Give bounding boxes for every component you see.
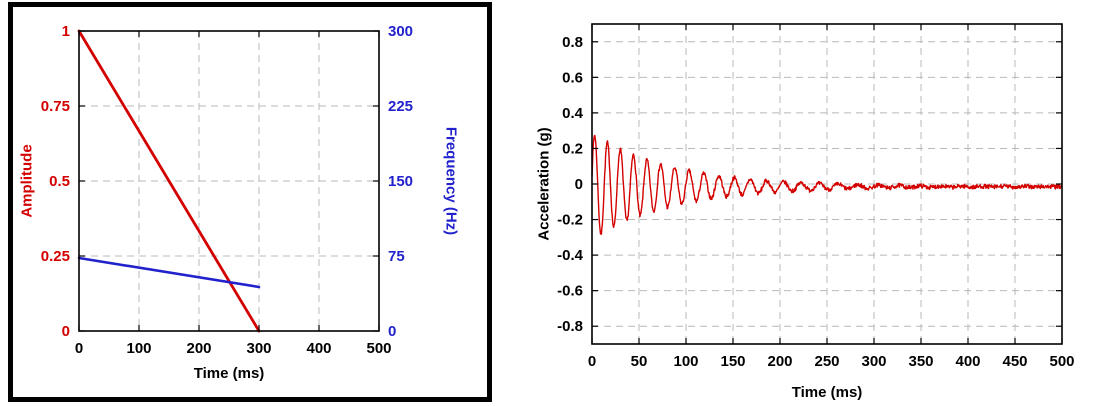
y-tick-label-right: 150 (388, 173, 413, 190)
x-tick-label: 100 (673, 353, 698, 370)
acceleration-axis-label: Acceleration (g) (535, 127, 553, 241)
y-tick-label-left: -0.6 (557, 283, 583, 300)
x-tick-label: 0 (588, 353, 596, 370)
y-tick-label-right: 0 (388, 323, 396, 340)
x-tick-label: 150 (720, 353, 745, 370)
y-tick-label-right: 225 (388, 98, 413, 115)
x-tick-label: 50 (631, 353, 648, 370)
x-tick-label: 200 (186, 340, 211, 357)
x-tick-label: 100 (126, 340, 151, 357)
acceleration-panel: 0 50 100 150 200 250 300 350 400 450 500 -0.8 -0.6 -0… (528, 6, 1094, 406)
x-tick-label: 450 (1002, 353, 1027, 370)
frequency-sweep-line (77, 256, 261, 289)
acceleration-chart: 0 50 100 150 200 250 300 350 400 450 500 -0.8 -0.6 -0… (557, 23, 1075, 370)
y-tick-label-left: 0.4 (562, 105, 584, 122)
x-tick-label: 300 (861, 353, 886, 370)
y-tick-label-left: -0.4 (557, 247, 584, 264)
x-tick-label: 250 (814, 353, 839, 370)
x-tick-label: 400 (955, 353, 980, 370)
y-tick-label-left: -0.8 (557, 318, 583, 335)
acceleration-line (591, 134, 1063, 235)
time-axis-label-right: Time (ms) (791, 384, 863, 401)
y-tick-label-left: 0.5 (49, 173, 70, 190)
y-tick-label-left: 0 (62, 323, 70, 340)
x-tick-label: 500 (366, 340, 391, 357)
y-tick-label-right: 75 (388, 248, 405, 265)
y-tick-label-left: 0.75 (41, 98, 70, 115)
x-tick-label: 500 (1049, 353, 1074, 370)
y-tick-label-left: 0.2 (562, 140, 583, 157)
x-tick-label: 300 (246, 340, 271, 357)
y-tick-label-left: 1 (62, 23, 70, 40)
y-tick-label-right: 300 (388, 23, 413, 40)
amplitude-axis-label: Amplitude (18, 144, 36, 218)
frequency-axis-label: Frequency (Hz) (442, 126, 460, 236)
y-tick-label-left: 0 (575, 176, 583, 193)
sweep-profile-panel: 0 100 200 300 400 500 0 0.25 0.5 0.75 1 0 75 150 225 30… (8, 2, 492, 402)
x-tick-label: 350 (908, 353, 933, 370)
y-tick-label-left: 0.6 (562, 69, 583, 86)
x-tick-label: 0 (75, 340, 83, 357)
y-tick-label-left: 0.8 (562, 34, 583, 51)
x-tick-label: 200 (767, 353, 792, 370)
time-axis-label-left: Time (ms) (193, 365, 265, 382)
x-tick-label: 400 (306, 340, 331, 357)
sweep-profile-chart: 0 100 200 300 400 50000.250.50.75107515022530… (41, 23, 413, 357)
y-tick-label-left: -0.2 (557, 212, 583, 229)
y-tick-label-left: 0.25 (41, 248, 70, 265)
